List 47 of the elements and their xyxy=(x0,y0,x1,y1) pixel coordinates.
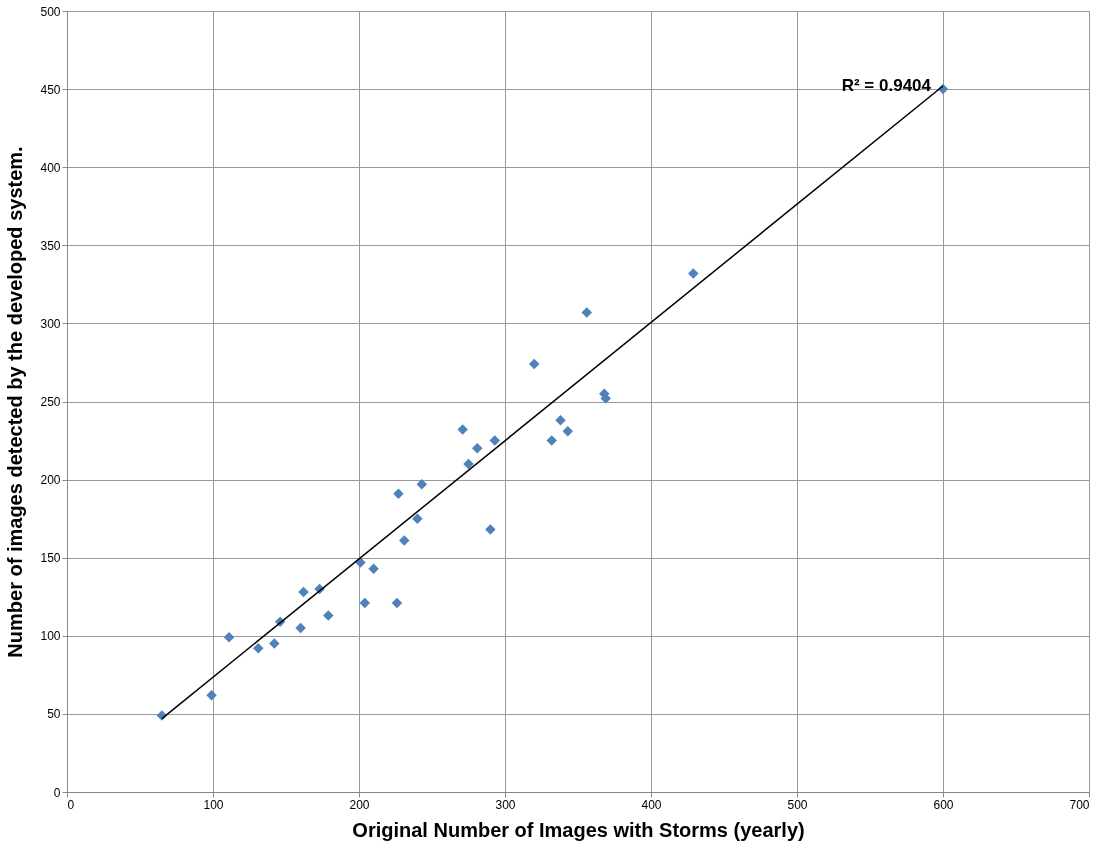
point xyxy=(412,513,423,524)
point xyxy=(368,563,379,574)
y-tick-label: 250 xyxy=(40,395,61,409)
y-tick-label: 50 xyxy=(47,707,61,722)
point xyxy=(323,610,334,621)
y-tick-label: 0 xyxy=(53,785,61,800)
x-tick-label: 700 xyxy=(1069,797,1090,812)
point xyxy=(359,597,371,609)
y-axis-title: Number of images detected by the developed system. xyxy=(4,146,27,658)
point xyxy=(457,424,468,435)
x-tick-label: 400 xyxy=(641,797,662,812)
x-tick-label: 600 xyxy=(933,797,954,812)
point xyxy=(223,632,235,643)
y-tick-label: 300 xyxy=(40,316,61,331)
x-tick-label: 500 xyxy=(787,797,808,812)
point xyxy=(295,622,306,634)
point xyxy=(546,435,557,446)
y-tick-label: 150 xyxy=(40,551,61,566)
annotation: R² = 0.9404 xyxy=(841,75,932,95)
point xyxy=(393,488,404,499)
y-tick-label: 400 xyxy=(40,160,61,175)
point xyxy=(391,597,403,609)
point xyxy=(528,358,540,370)
x-tick-label: 0 xyxy=(67,797,75,812)
y-tick-label: 350 xyxy=(40,238,61,253)
point xyxy=(298,586,309,598)
y-tick-label: 200 xyxy=(40,473,61,488)
y-tick-label: 500 xyxy=(40,4,61,19)
point xyxy=(269,638,280,649)
y-tick-label: 100 xyxy=(40,629,61,644)
point xyxy=(485,524,496,535)
point xyxy=(399,535,410,546)
point xyxy=(472,443,483,454)
point xyxy=(688,268,699,279)
point xyxy=(253,643,264,654)
y-tick-label: 450 xyxy=(40,82,61,97)
x-tick-label: 200 xyxy=(349,797,370,812)
x-tick-label: 300 xyxy=(495,797,516,812)
x-axis-title: Original Number of Images with Storms (yearly) xyxy=(352,818,805,841)
point xyxy=(416,479,428,490)
point xyxy=(581,307,592,318)
x-tick-label: 100 xyxy=(203,797,224,812)
point xyxy=(463,458,474,470)
point xyxy=(562,425,574,437)
point xyxy=(206,689,217,701)
point xyxy=(555,415,566,426)
point xyxy=(489,435,501,446)
